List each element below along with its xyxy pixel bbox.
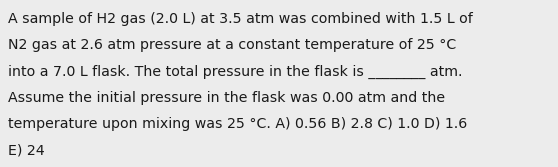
Text: Assume the initial pressure in the flask was 0.00 atm and the: Assume the initial pressure in the flask…	[8, 91, 445, 105]
Text: into a 7.0 L flask. The total pressure in the flask is ________ atm.: into a 7.0 L flask. The total pressure i…	[8, 64, 463, 79]
Text: A sample of H2 gas (2.0 L) at 3.5 atm was combined with 1.5 L of: A sample of H2 gas (2.0 L) at 3.5 atm wa…	[8, 12, 473, 26]
Text: E) 24: E) 24	[8, 144, 45, 158]
Text: N2 gas at 2.6 atm pressure at a constant temperature of 25 °C: N2 gas at 2.6 atm pressure at a constant…	[8, 38, 456, 52]
Text: temperature upon mixing was 25 °C. A) 0.56 B) 2.8 C) 1.0 D) 1.6: temperature upon mixing was 25 °C. A) 0.…	[8, 117, 468, 131]
